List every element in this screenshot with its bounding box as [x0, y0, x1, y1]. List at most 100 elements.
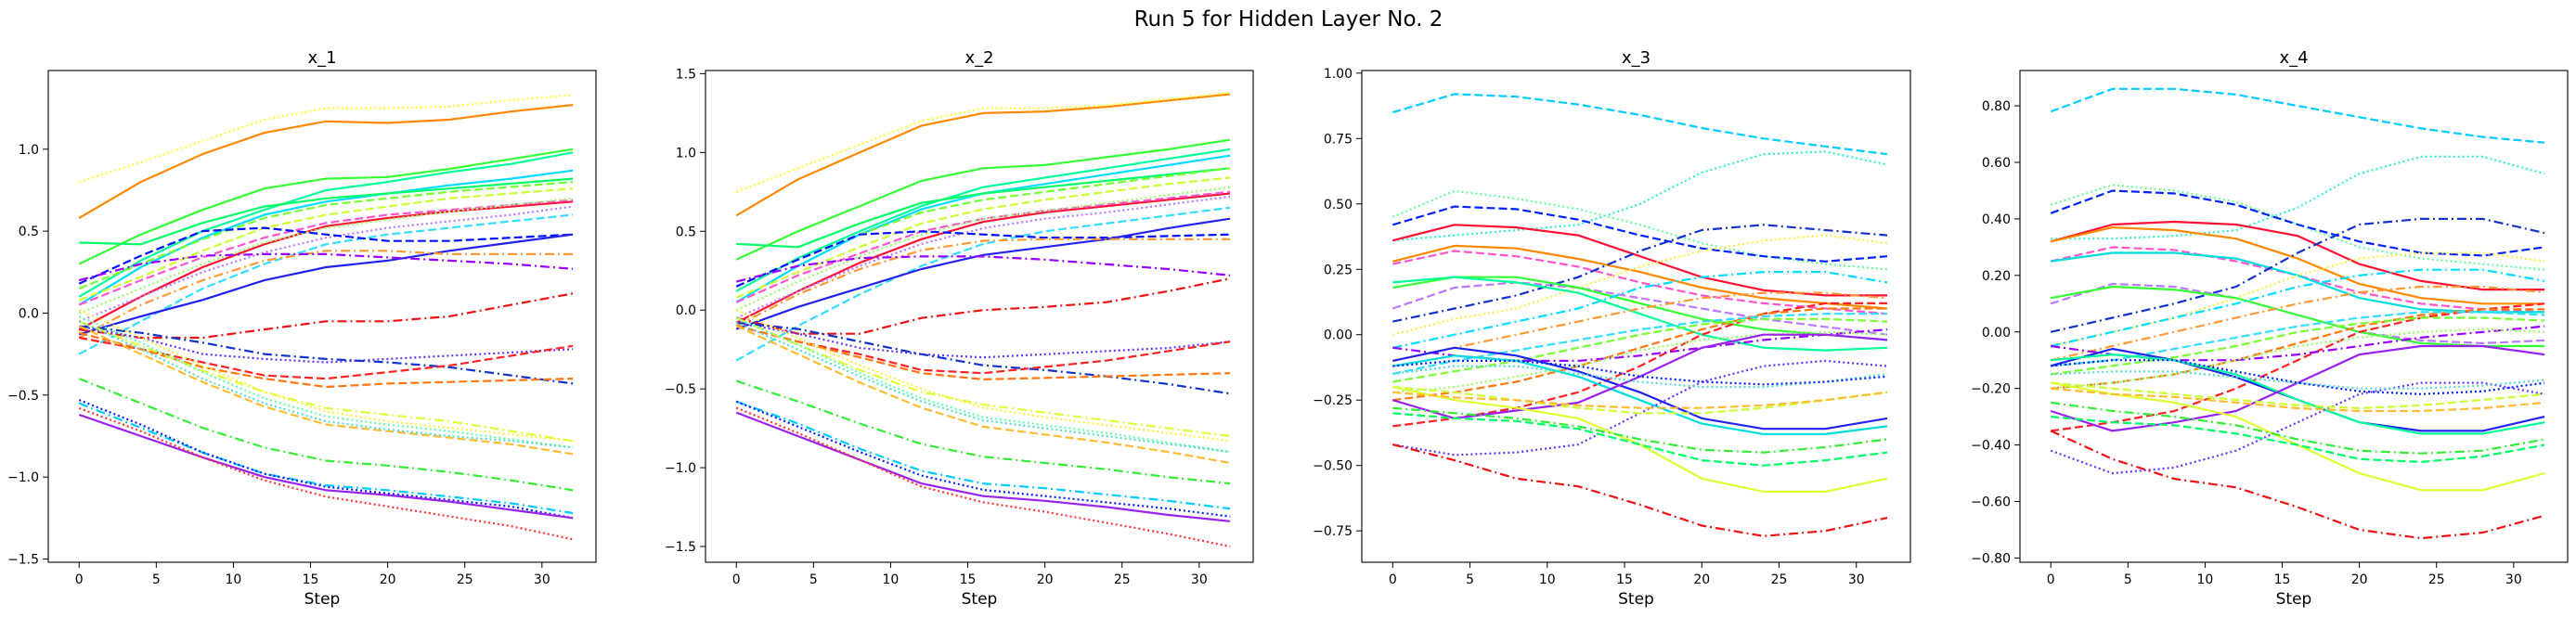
series-line-25	[735, 316, 1231, 454]
subplot-2: 0 5 10 15 20 25 30 −1.5 −1.0 −0.5 0.0 0.5 1.0 1.5 x_2 S…	[665, 48, 1254, 609]
series-line-7	[78, 181, 574, 290]
series-line-29	[1392, 391, 1888, 409]
series-line-17	[1392, 313, 1887, 376]
series-line-11	[2050, 251, 2545, 348]
x-tick-label: 5	[152, 572, 161, 587]
x-tick-label: 30	[1848, 572, 1865, 587]
series-line-6	[79, 177, 574, 246]
series-line-19	[736, 321, 1231, 359]
x-tick-label: 5	[1466, 572, 1474, 587]
y-tick-label: −0.5	[7, 389, 39, 404]
axes-frame	[705, 70, 1254, 563]
x-tick-label: 25	[1771, 572, 1788, 587]
x-tick-label: 15	[2274, 572, 2291, 587]
x-tick-label: 10	[1539, 572, 1556, 587]
series-line-22	[2051, 353, 2545, 435]
subplot-title: x_1	[307, 48, 336, 68]
x-tick-label: 15	[960, 572, 977, 587]
y-tick-label: 0.75	[1324, 132, 1353, 147]
series-line-26	[735, 321, 1231, 454]
series-line-13	[735, 195, 1231, 319]
figure-suptitle: Run 5 for Hidden Layer No. 2	[1134, 7, 1443, 32]
series-line-31	[2051, 359, 2545, 395]
series-line-12	[1392, 276, 1888, 352]
series-line-15	[2051, 302, 2545, 432]
subplot-title: x_3	[1622, 48, 1650, 68]
y-tick-label: −0.60	[1971, 495, 2011, 510]
series-group	[2050, 87, 2545, 540]
y-tick-label: −1.0	[7, 470, 39, 485]
series-line-4	[2050, 189, 2545, 257]
series-line-20	[736, 321, 1231, 395]
y-tick-label: −1.0	[665, 461, 696, 476]
subplot-1: 0 5 10 15 20 25 30 −1.5 −1.0 −0.5 0.0 0.5 1.0 x_1 Step	[7, 48, 597, 609]
series-line-3	[1392, 189, 1888, 271]
series-line-21	[78, 336, 574, 380]
series-line-20	[1392, 330, 1888, 393]
y-tick-label: 0.5	[19, 225, 39, 239]
series-line-15	[78, 233, 574, 336]
x-tick-label: 5	[2124, 572, 2132, 587]
series-line-12	[78, 197, 574, 315]
x-tick-label: 25	[457, 572, 473, 587]
series-line-13	[78, 205, 574, 323]
series-line-10	[735, 190, 1231, 303]
series-line-25	[78, 315, 574, 449]
series-line-14	[735, 230, 1231, 288]
series-line-31	[78, 413, 574, 520]
series-line-2	[78, 94, 574, 184]
x-axis-label: Step	[2276, 590, 2312, 609]
x-tick-label: 20	[2351, 572, 2368, 587]
series-line-26	[78, 320, 574, 449]
series-line-29	[735, 400, 1231, 510]
series-line-22	[735, 325, 1231, 380]
series-line-28	[1392, 406, 1888, 454]
series-line-5	[1392, 224, 1887, 297]
series-line-2	[735, 91, 1231, 193]
y-tick-label: 0.00	[1982, 326, 2011, 341]
series-line-29	[78, 402, 574, 515]
series-line-27	[1392, 386, 1888, 494]
series-line-15	[735, 217, 1231, 330]
series-group	[1392, 93, 1888, 537]
y-tick-label: 0.0	[676, 303, 696, 318]
series-line-23	[78, 320, 574, 443]
x-tick-label: 20	[380, 572, 396, 587]
series-line-11	[1392, 276, 1888, 341]
series-line-10	[2050, 217, 2545, 333]
y-tick-label: 1.5	[676, 67, 696, 82]
series-line-29	[2051, 416, 2545, 463]
x-tick-label: 5	[809, 572, 818, 587]
axes-frame	[47, 70, 597, 563]
series-line-10	[1392, 234, 1888, 336]
x-tick-label: 25	[1114, 572, 1131, 587]
series-line-30	[1392, 412, 1888, 467]
x-axis-label: Step	[304, 590, 341, 609]
x-tick-label: 30	[534, 572, 550, 587]
series-line-27	[735, 309, 1231, 443]
x-tick-label: 20	[1037, 572, 1054, 587]
series-line-5	[78, 169, 574, 306]
series-line-5	[2050, 220, 2545, 291]
series-line-18	[735, 277, 1231, 335]
series-line-2	[1392, 150, 1888, 242]
series-line-18	[79, 292, 574, 340]
series-line-1	[735, 93, 1231, 217]
y-tick-label: 0.60	[1982, 156, 2011, 171]
series-line-17	[2051, 311, 2545, 367]
y-tick-label: −1.5	[7, 552, 39, 567]
series-line-18	[1392, 317, 1888, 383]
x-tick-label: 15	[1616, 572, 1633, 587]
series-line-24	[78, 325, 574, 456]
y-tick-label: 0.40	[1982, 212, 2011, 227]
series-line-28	[2051, 401, 2545, 455]
series-line-1	[78, 104, 574, 219]
series-line-15	[1392, 302, 1887, 428]
series-line-6	[736, 167, 1231, 249]
series-line-16	[735, 238, 1231, 328]
x-tick-label: 0	[1389, 572, 1397, 587]
y-tick-label: 0.0	[19, 306, 39, 321]
series-line-4	[78, 151, 574, 298]
series-line-32	[2050, 430, 2545, 540]
y-tick-label: 0.5	[676, 225, 696, 239]
